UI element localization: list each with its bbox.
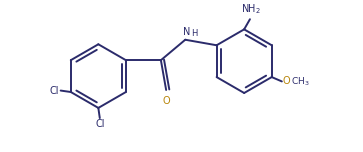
Text: Cl: Cl [95, 119, 105, 130]
Text: O: O [282, 76, 290, 86]
Text: O: O [162, 97, 170, 106]
Text: Cl: Cl [50, 86, 59, 96]
Text: NH$_2$: NH$_2$ [241, 3, 261, 16]
Text: H: H [191, 29, 198, 38]
Text: CH$_3$: CH$_3$ [290, 75, 309, 88]
Text: N: N [183, 27, 191, 37]
